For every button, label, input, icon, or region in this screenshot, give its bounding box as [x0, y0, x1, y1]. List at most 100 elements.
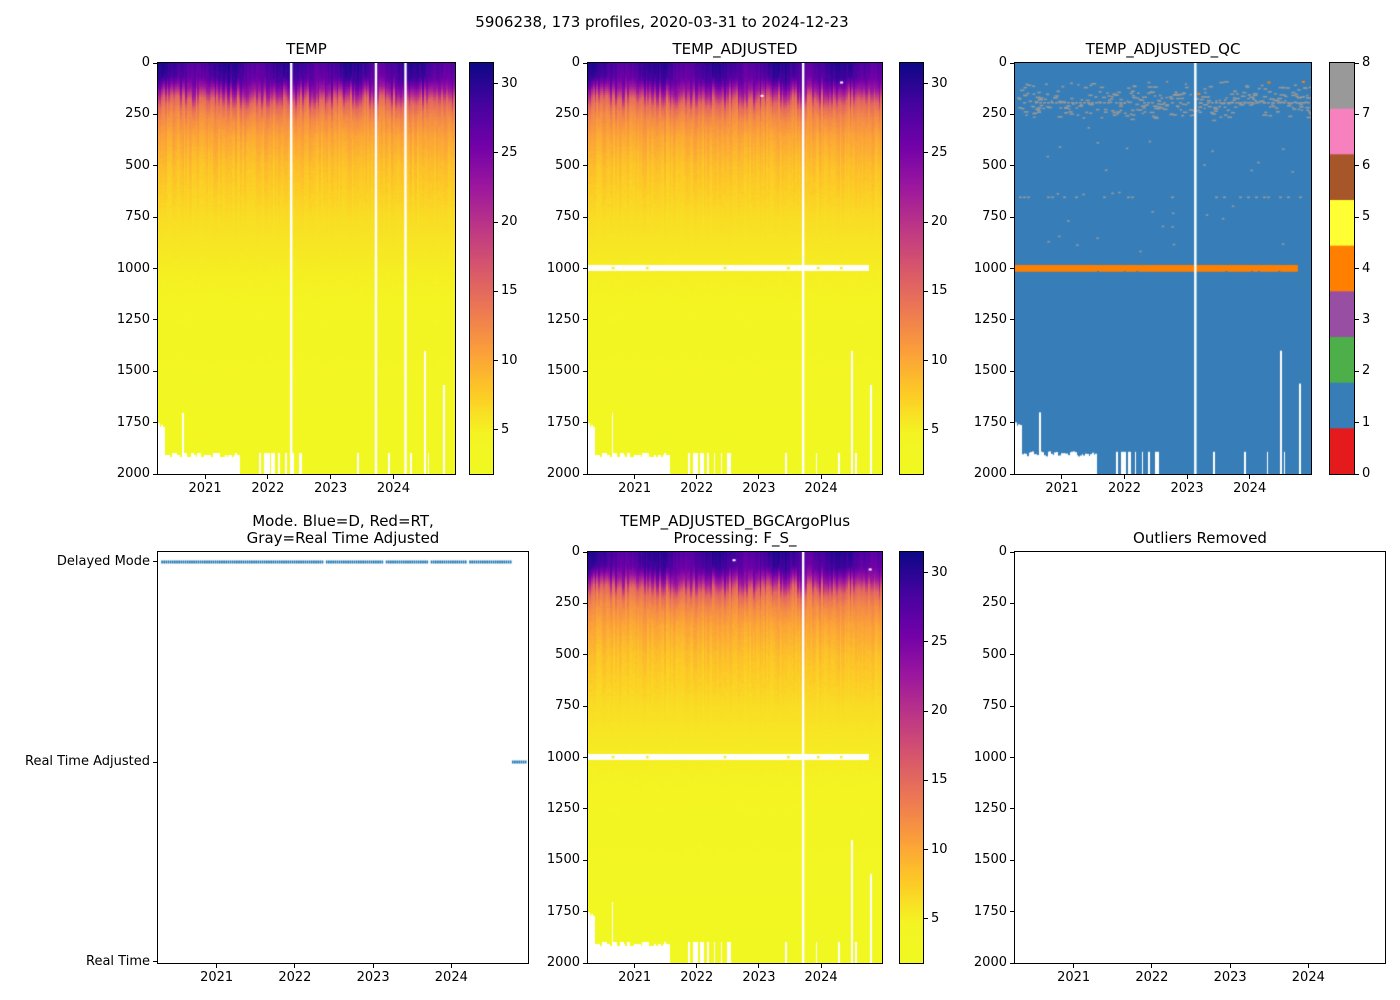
x-tick-mark: [1307, 964, 1309, 968]
x-tick-label: 2023: [742, 970, 776, 985]
y-tick-label: 1000: [973, 749, 1007, 765]
x-tick-mark: [267, 475, 269, 479]
y-tick-label: 1250: [973, 800, 1007, 816]
y-tick-mark: [1010, 268, 1014, 269]
x-tick-mark: [330, 475, 332, 479]
colorbar-tick-mark: [494, 221, 498, 223]
y-tick-label: 500: [125, 157, 150, 173]
y-tick-mark: [153, 370, 157, 372]
x-tick-label: 2021: [1045, 481, 1079, 496]
x-tick-mark: [294, 964, 296, 968]
y-tick-mark: [1010, 962, 1014, 964]
x-tick-label: 2024: [434, 970, 468, 985]
x-tick-mark: [1061, 475, 1063, 479]
x-tick-label: 2023: [742, 481, 776, 496]
colorbar-tick-label: 0: [1362, 466, 1371, 481]
y-tick-mark: [153, 422, 157, 424]
x-tick-label: 2021: [618, 970, 652, 985]
bgc-heatmap-canvas: [588, 552, 882, 963]
colorbar-tick-mark: [924, 290, 928, 292]
colorbar-tick-mark: [1355, 370, 1359, 372]
x-tick-mark: [216, 964, 218, 968]
x-tick-mark: [1151, 964, 1153, 968]
y-tick-label: 750: [555, 209, 580, 225]
y-tick-label: 2000: [973, 955, 1007, 970]
colorbar-tick-mark: [924, 360, 928, 362]
x-tick-label: 2024: [804, 970, 838, 985]
x-tick-label: 2023: [356, 970, 390, 985]
y-tick-label: 1250: [973, 311, 1007, 327]
y-tick-label: 1250: [116, 311, 150, 327]
colorbar-tick-mark: [924, 221, 928, 223]
y-tick-label: 0: [571, 544, 580, 559]
colorbar-tick-label: 3: [1362, 311, 1371, 327]
colorbar-tick-mark: [494, 360, 498, 362]
colorbar-tick-mark: [924, 918, 928, 920]
y-tick-label: 1500: [546, 852, 580, 868]
colorbar-tick-label: 10: [931, 352, 948, 368]
y-tick-mark: [583, 165, 587, 167]
y-tick-label: 1500: [116, 363, 150, 379]
y-tick-label: 1000: [546, 749, 580, 765]
figure-title: 5906238, 173 profiles, 2020-03-31 to 202…: [475, 13, 849, 31]
y-tick-mark: [153, 113, 157, 115]
x-tick-label: 2024: [1233, 481, 1267, 496]
colorbar-tick-mark: [924, 152, 928, 154]
x-tick-mark: [696, 475, 698, 479]
x-tick-mark: [1249, 475, 1251, 479]
x-tick-label: 2023: [1170, 481, 1204, 496]
y-tick-mark: [1010, 216, 1014, 218]
y-tick-label: 0: [998, 544, 1007, 559]
colorbar-tick-label: 5: [501, 421, 510, 437]
mode-axes: 2021 2022 2023 2024 Delayed Mode Real Time Ad…: [25, 551, 529, 985]
y-tick-label: 2000: [973, 466, 1007, 481]
bgc-title: TEMP_ADJUSTED_BGCArgoPlus Processing: F_…: [619, 512, 851, 547]
y-tick-label: 250: [982, 106, 1007, 122]
y-tick-label: 500: [982, 646, 1007, 662]
x-tick-label: 2021: [618, 481, 652, 496]
x-tick-mark: [696, 964, 698, 968]
colorbar-tick-label: 15: [931, 772, 948, 788]
colorbar-tick-mark: [924, 779, 928, 781]
y-tick-mark: [583, 911, 587, 913]
temp-adjusted-axes: 2021 2022 2023 2024 0 250 500 750 1000 1250 1500 17…: [547, 55, 883, 496]
colorbar-tick-mark: [494, 152, 498, 154]
colorbar-tick-mark: [1355, 422, 1359, 424]
y-tick-mark: [1010, 705, 1014, 707]
y-tick-label: 1750: [973, 903, 1007, 919]
colorbar-tick-label: 25: [931, 144, 948, 160]
y-tick-mark: [1010, 165, 1014, 167]
y-tick-mark: [583, 113, 587, 115]
y-tick-label: 500: [982, 157, 1007, 173]
x-tick-mark: [204, 475, 206, 479]
y-tick-mark: [1010, 113, 1014, 115]
colorbar-tick-label: 30: [931, 75, 948, 91]
y-tick-mark: [1010, 319, 1014, 321]
y-tick-mark: [1010, 551, 1014, 553]
y-tick-label: 1750: [973, 414, 1007, 430]
colorbar-tick-mark: [1355, 216, 1359, 218]
y-tick-label: 500: [555, 646, 580, 662]
y-tick-mark: [583, 422, 587, 424]
colorbar-tick-label: 4: [1362, 260, 1371, 276]
y-tick-label: 1500: [973, 363, 1007, 379]
y-tick-label: 1000: [973, 260, 1007, 276]
mode-title: Mode. Blue=D, Red=RT, Gray=Real Time Adj…: [246, 512, 440, 547]
x-tick-label: 2022: [278, 970, 312, 985]
y-tick-label: 1000: [546, 260, 580, 276]
mode-y-tick-label: Delayed Mode: [56, 553, 150, 569]
bgc-colorbar: 5 10 15 20 25 30: [899, 551, 948, 964]
y-tick-mark: [1010, 422, 1014, 424]
colorbar-tick-label: 5: [931, 421, 940, 437]
temp-heatmap-canvas: [158, 63, 455, 474]
x-tick-mark: [820, 964, 822, 968]
y-tick-label: 1500: [973, 852, 1007, 868]
y-tick-mark: [1010, 911, 1014, 913]
x-tick-label: 2024: [804, 481, 838, 496]
y-tick-mark: [153, 165, 157, 167]
y-tick-mark: [153, 561, 157, 563]
y-tick-label: 1750: [546, 414, 580, 430]
colorbar-tick-label: 30: [501, 75, 518, 91]
y-tick-mark: [583, 654, 587, 656]
